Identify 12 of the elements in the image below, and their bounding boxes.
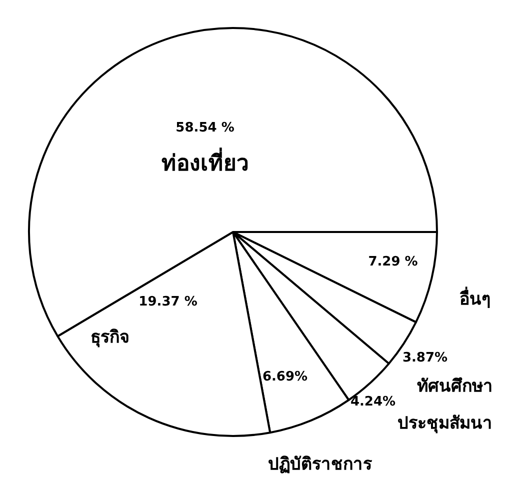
slice-label: ปฏิบัติราชการ	[268, 454, 373, 474]
data-label: 3.87%	[402, 350, 448, 366]
slice-label: ท่องเที่ยว	[162, 146, 248, 177]
data-label: 19.37 %	[138, 294, 198, 310]
data-label: 6.69%	[262, 369, 308, 384]
data-label: 58.54 %	[176, 120, 234, 136]
slice-label: ทัศนศึกษา	[417, 376, 493, 396]
slice-label: อื่นๆ	[460, 286, 490, 310]
data-label: 4.24%	[350, 394, 396, 410]
slice-label: ธุรกิจ	[90, 327, 130, 348]
data-label: 7.29 %	[368, 254, 418, 270]
slice-label: ประชุมสัมนา	[398, 413, 492, 434]
